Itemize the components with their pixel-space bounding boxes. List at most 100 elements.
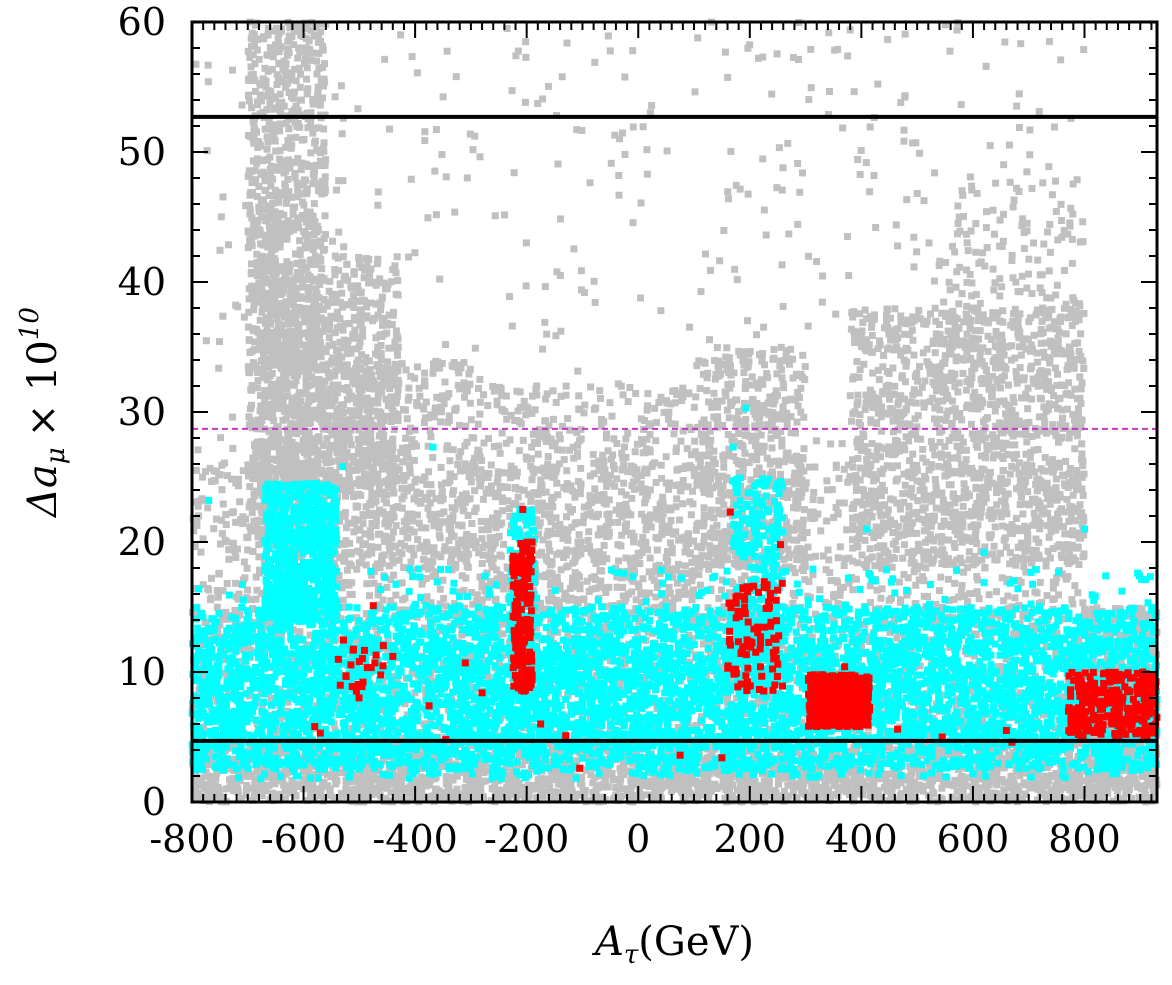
data-point	[252, 595, 260, 603]
data-point	[262, 787, 270, 795]
data-point	[991, 789, 999, 797]
data-point	[201, 796, 209, 804]
data-point	[191, 781, 199, 789]
data-point	[959, 788, 967, 796]
data-point	[243, 533, 251, 541]
data-point	[904, 791, 912, 799]
data-point	[1093, 604, 1101, 612]
data-point	[720, 782, 728, 790]
data-point	[281, 787, 289, 795]
data-point	[675, 560, 683, 568]
data-point	[510, 764, 518, 772]
data-point	[279, 777, 287, 785]
data-point	[1145, 780, 1153, 788]
data-point	[1007, 773, 1015, 781]
data-point	[644, 546, 652, 554]
data-point	[806, 553, 814, 561]
data-point	[246, 469, 254, 477]
data-point	[1042, 643, 1050, 651]
data-point	[1044, 793, 1051, 801]
data-point	[401, 700, 409, 708]
data-point	[1097, 787, 1105, 795]
data-point	[664, 748, 672, 756]
data-point	[856, 775, 864, 783]
data-point	[707, 639, 715, 647]
data-point	[609, 776, 617, 784]
data-point	[416, 489, 424, 497]
data-point	[559, 772, 567, 780]
data-point	[701, 770, 709, 778]
data-point	[393, 779, 401, 787]
data-point	[824, 775, 832, 783]
data-point	[617, 792, 625, 800]
data-point	[906, 647, 914, 655]
data-point	[342, 781, 350, 789]
data-point	[657, 651, 665, 659]
data-point	[993, 771, 1001, 779]
data-point	[673, 704, 681, 712]
data-point	[733, 796, 741, 804]
data-point	[337, 790, 345, 798]
data-point	[733, 694, 741, 702]
data-point	[655, 796, 663, 804]
data-point	[697, 770, 705, 778]
data-point	[475, 793, 483, 801]
data-point	[834, 554, 842, 562]
data-point	[920, 741, 928, 749]
data-point	[460, 791, 468, 799]
data-point	[398, 792, 406, 800]
data-point	[337, 579, 345, 587]
data-point	[744, 789, 752, 797]
data-point	[926, 683, 934, 691]
data-point	[256, 569, 264, 577]
data-point	[1134, 783, 1142, 791]
data-point	[1116, 794, 1124, 802]
data-point	[261, 766, 269, 774]
data-point	[427, 716, 435, 724]
data-point	[658, 784, 666, 792]
data-point	[871, 562, 879, 570]
data-point	[427, 776, 435, 784]
data-point	[201, 619, 209, 627]
data-point	[1015, 631, 1023, 639]
data-point	[784, 781, 792, 789]
data-point	[283, 782, 291, 790]
data-point	[381, 796, 389, 804]
data-point	[1057, 786, 1065, 794]
data-point	[471, 508, 479, 516]
data-point	[574, 538, 582, 546]
data-point	[938, 784, 946, 792]
data-point	[392, 772, 400, 780]
data-point	[547, 616, 555, 624]
data-point	[961, 717, 969, 725]
data-point	[1000, 786, 1008, 794]
data-point	[687, 790, 695, 798]
data-point	[705, 794, 713, 802]
data-point	[253, 720, 261, 728]
data-point	[1050, 491, 1058, 499]
data-point	[495, 620, 503, 628]
data-point	[210, 781, 218, 789]
data-point	[276, 790, 284, 798]
data-point	[988, 623, 996, 631]
data-point	[534, 499, 542, 507]
data-point	[445, 536, 453, 544]
data-point	[205, 772, 213, 780]
data-point	[237, 516, 245, 524]
data-point	[846, 768, 854, 776]
data-point	[335, 794, 343, 802]
data-point	[1063, 748, 1071, 756]
data-point	[893, 634, 901, 642]
data-point	[802, 479, 810, 487]
data-point	[828, 486, 836, 494]
data-point	[286, 788, 294, 796]
data-point	[816, 586, 824, 594]
data-point	[967, 793, 975, 801]
data-point	[980, 498, 988, 506]
data-point	[245, 772, 253, 780]
data-point	[564, 630, 572, 638]
data-point	[749, 785, 757, 793]
data-point	[962, 794, 970, 802]
data-point	[832, 771, 840, 779]
data-point	[853, 748, 861, 756]
